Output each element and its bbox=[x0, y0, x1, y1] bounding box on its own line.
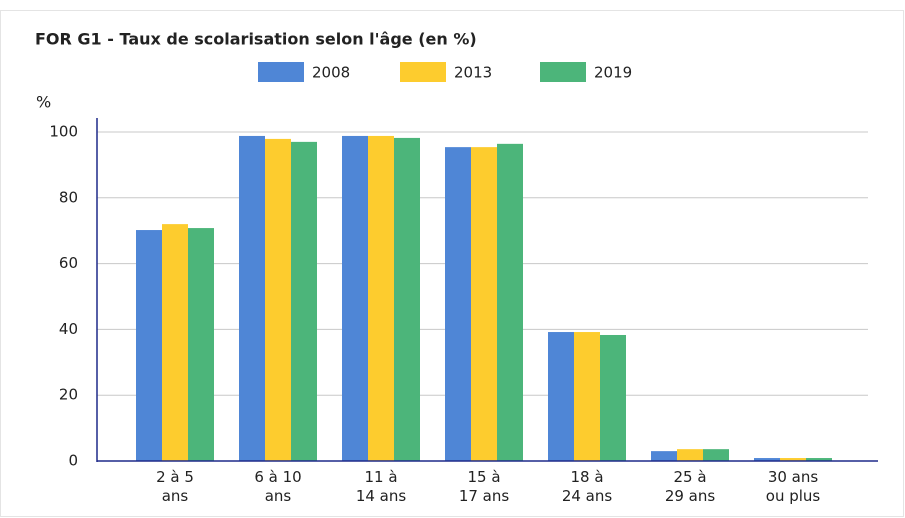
y-tick-label: 20 bbox=[59, 386, 78, 404]
bar bbox=[368, 135, 394, 461]
bar bbox=[136, 230, 162, 461]
bar bbox=[780, 458, 806, 461]
x-tick-label: 6 à 10 ans bbox=[254, 468, 302, 505]
bar bbox=[471, 147, 497, 461]
bar bbox=[574, 332, 600, 461]
y-tick-label: 40 bbox=[59, 320, 78, 338]
bar bbox=[342, 135, 368, 461]
x-tick-label: 30 ans ou plus bbox=[765, 468, 821, 505]
bar bbox=[651, 451, 677, 461]
bar bbox=[291, 141, 317, 461]
bar bbox=[548, 332, 574, 461]
chart-title: FOR G1 - Taux de scolarisation selon l'â… bbox=[35, 30, 477, 49]
frame bbox=[0, 10, 904, 517]
legend-swatch bbox=[540, 62, 586, 82]
x-tick-label: 11 à 14 ans bbox=[355, 468, 407, 505]
bar bbox=[677, 449, 703, 461]
legend-swatch bbox=[258, 62, 304, 82]
bar bbox=[188, 228, 214, 461]
legend-label: 2019 bbox=[594, 64, 632, 82]
x-tick-label: 15 à 17 ans bbox=[458, 468, 510, 505]
bar bbox=[239, 135, 265, 461]
y-tick-label: 100 bbox=[49, 123, 78, 141]
legend-label: 2013 bbox=[454, 64, 492, 82]
bar bbox=[265, 138, 291, 461]
y-tick-label: 60 bbox=[59, 254, 78, 272]
y-tick-label: 80 bbox=[59, 188, 78, 206]
bar bbox=[445, 147, 471, 461]
legend-swatch bbox=[400, 62, 446, 82]
x-tick-label: 2 à 5 ans bbox=[156, 468, 194, 505]
x-tick-label: 25 à 29 ans bbox=[664, 468, 716, 505]
bar bbox=[394, 137, 420, 461]
x-tick-label: 18 à 24 ans bbox=[561, 468, 613, 505]
y-axis-label: % bbox=[36, 93, 51, 112]
bar bbox=[600, 334, 626, 461]
bar bbox=[806, 458, 832, 461]
bar bbox=[703, 449, 729, 461]
y-tick-label: 0 bbox=[68, 452, 78, 470]
bar bbox=[162, 224, 188, 461]
bar bbox=[497, 143, 523, 461]
legend-label: 2008 bbox=[312, 64, 350, 82]
bar bbox=[754, 458, 780, 461]
